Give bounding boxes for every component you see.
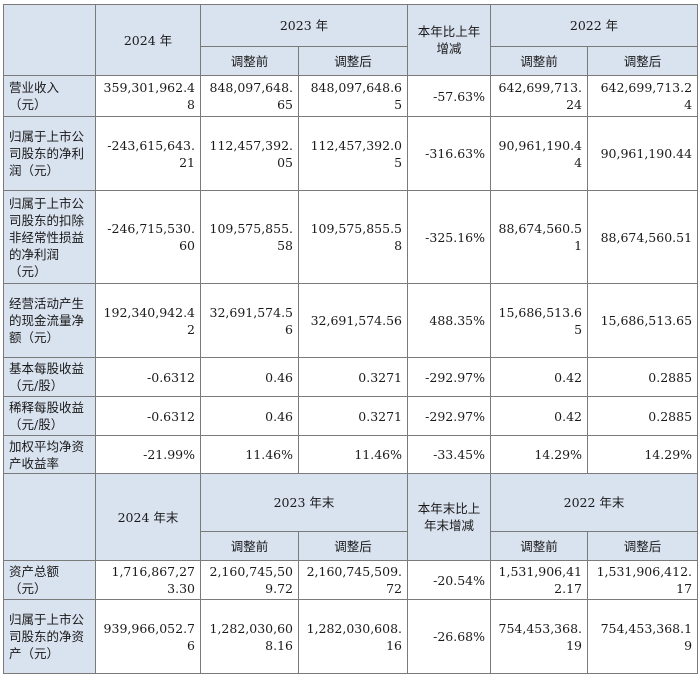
cell-change: -325.16% bbox=[407, 190, 492, 284]
table-row: 归属于上市公司股东的净资产（元） 939,966,052.76 1,282,03… bbox=[3, 599, 699, 674]
cell-2023-before: 32,691,574.56 bbox=[200, 283, 299, 358]
cell-2023-before: 11.46% bbox=[200, 435, 299, 474]
table-row: 资产总额（元） 1,716,867,273.30 2,160,745,509.7… bbox=[3, 560, 699, 600]
table-row: 归属于上市公司股东的扣除非经常性损益的净利润（元） -246,715,530.6… bbox=[3, 190, 699, 284]
cell-2022-before: 1,531,906,412.17 bbox=[490, 560, 589, 600]
cell-2022-after: 754,453,368.19 bbox=[587, 599, 699, 674]
cell-2024: -243,615,643.21 bbox=[95, 116, 201, 191]
row-label: 归属于上市公司股东的扣除非经常性损益的净利润（元） bbox=[3, 190, 96, 284]
row-label: 资产总额（元） bbox=[3, 560, 96, 600]
cell-2024: -0.6312 bbox=[95, 396, 201, 436]
header-change: 本年比上年增减 bbox=[407, 4, 492, 76]
header-2023-after: 调整后 bbox=[297, 46, 409, 76]
cell-2023-before: 109,575,855.58 bbox=[200, 190, 299, 284]
cell-2022-before: 754,453,368.19 bbox=[490, 599, 589, 674]
header-blank bbox=[3, 473, 96, 561]
cell-change: 488.35% bbox=[407, 283, 492, 358]
header2-row-sub: 调整前 调整后 调整前 调整后 bbox=[4, 531, 699, 561]
row-label: 稀释每股收益（元/股） bbox=[3, 396, 96, 436]
financial-data-table: 2024 年 2023 年 本年比上年增减 2022 年 调整前 调整后 调整前… bbox=[3, 4, 699, 674]
header-2022-before: 调整前 bbox=[490, 531, 589, 561]
header-2022-after: 调整后 bbox=[587, 531, 699, 561]
cell-2024: 192,340,942.42 bbox=[95, 283, 201, 358]
cell-change: -292.97% bbox=[407, 357, 492, 397]
header-2023-after: 调整后 bbox=[297, 531, 409, 561]
cell-2023-before: 112,457,392.05 bbox=[200, 116, 299, 191]
cell-change: -20.54% bbox=[407, 560, 492, 600]
cell-2023-after: 2,160,745,509.72 bbox=[297, 560, 409, 600]
header1-row-top: 2024 年 2023 年 本年比上年增减 2022 年 bbox=[3, 4, 699, 76]
header-2023-end: 2023 年末 bbox=[199, 473, 409, 532]
cell-2024: -21.99% bbox=[95, 435, 201, 474]
header-2022-before: 调整前 bbox=[490, 46, 589, 76]
header-blank bbox=[3, 4, 96, 76]
cell-2023-before: 0.46 bbox=[200, 357, 299, 397]
row-label: 营业收入（元） bbox=[3, 75, 96, 117]
cell-2023-before: 848,097,648.65 bbox=[200, 75, 299, 117]
row-label: 经营活动产生的现金流量净额（元） bbox=[3, 283, 96, 358]
cell-2023-after: 11.46% bbox=[297, 435, 409, 474]
table-row: 营业收入（元） 359,301,962.48 848,097,648.65 84… bbox=[3, 75, 699, 117]
header2-row-top: 2024 年末 2023 年末 本年末比上年末增减 2022 年末 bbox=[3, 473, 699, 561]
cell-2022-after: 14.29% bbox=[587, 435, 699, 474]
table-row: 基本每股收益（元/股） -0.6312 0.46 0.3271 -292.97%… bbox=[3, 357, 699, 397]
table-row: 加权平均净资产收益率 -21.99% 11.46% 11.46% -33.45%… bbox=[3, 435, 699, 474]
header-2023-before: 调整前 bbox=[200, 46, 299, 76]
cell-2023-before: 0.46 bbox=[200, 396, 299, 436]
header-change-end: 本年末比上年末增减 bbox=[407, 473, 492, 561]
cell-2022-after: 642,699,713.24 bbox=[587, 75, 699, 117]
cell-change: -316.63% bbox=[407, 116, 492, 191]
cell-2022-before: 15,686,513.65 bbox=[490, 283, 589, 358]
header-2022: 2022 年 bbox=[490, 4, 699, 47]
cell-2023-before: 2,160,745,509.72 bbox=[200, 560, 299, 600]
cell-2022-before: 642,699,713.24 bbox=[490, 75, 589, 117]
cell-2022-after: 15,686,513.65 bbox=[587, 283, 699, 358]
cell-2023-after: 0.3271 bbox=[297, 396, 409, 436]
cell-2022-after: 0.2885 bbox=[587, 396, 699, 436]
cell-2024: -246,715,530.60 bbox=[95, 190, 201, 284]
row-label: 加权平均净资产收益率 bbox=[3, 435, 96, 474]
cell-2024: 359,301,962.48 bbox=[95, 75, 201, 117]
table-row: 经营活动产生的现金流量净额（元） 192,340,942.42 32,691,5… bbox=[3, 283, 699, 358]
cell-2022-before: 90,961,190.44 bbox=[490, 116, 589, 191]
row-label: 归属于上市公司股东的净利润（元） bbox=[3, 116, 96, 191]
cell-2022-after: 1,531,906,412.17 bbox=[587, 560, 699, 600]
row-label: 基本每股收益（元/股） bbox=[3, 357, 96, 397]
cell-2023-before: 1,282,030,608.16 bbox=[200, 599, 299, 674]
cell-2022-before: 88,674,560.51 bbox=[490, 190, 589, 284]
header-2022-end: 2022 年末 bbox=[490, 473, 699, 532]
header1-row-sub: 调整前 调整后 调整前 调整后 bbox=[4, 46, 699, 76]
cell-2023-after: 109,575,855.58 bbox=[297, 190, 409, 284]
cell-change: -292.97% bbox=[407, 396, 492, 436]
cell-2022-after: 0.2885 bbox=[587, 357, 699, 397]
row-label: 归属于上市公司股东的净资产（元） bbox=[3, 599, 96, 674]
cell-2023-after: 0.3271 bbox=[297, 357, 409, 397]
cell-2022-after: 90,961,190.44 bbox=[587, 116, 699, 191]
cell-change: -33.45% bbox=[407, 435, 492, 474]
cell-2022-before: 0.42 bbox=[490, 396, 589, 436]
cell-2022-before: 0.42 bbox=[490, 357, 589, 397]
table-row: 稀释每股收益（元/股） -0.6312 0.46 0.3271 -292.97%… bbox=[3, 396, 699, 436]
table-row: 归属于上市公司股东的净利润（元） -243,615,643.21 112,457… bbox=[3, 116, 699, 191]
header-2023: 2023 年 bbox=[199, 4, 409, 47]
cell-2023-after: 32,691,574.56 bbox=[297, 283, 409, 358]
header-2023-before: 调整前 bbox=[200, 531, 299, 561]
cell-2022-after: 88,674,560.51 bbox=[587, 190, 699, 284]
header-2024-end: 2024 年末 bbox=[95, 473, 201, 561]
cell-2024: 939,966,052.76 bbox=[95, 599, 201, 674]
cell-change: -57.63% bbox=[407, 75, 492, 117]
cell-2024: -0.6312 bbox=[95, 357, 201, 397]
header-2024: 2024 年 bbox=[95, 4, 201, 76]
cell-2022-before: 14.29% bbox=[490, 435, 589, 474]
cell-2023-after: 1,282,030,608.16 bbox=[297, 599, 409, 674]
cell-2023-after: 848,097,648.65 bbox=[297, 75, 409, 117]
header-2022-after: 调整后 bbox=[587, 46, 699, 76]
cell-change: -26.68% bbox=[407, 599, 492, 674]
cell-2023-after: 112,457,392.05 bbox=[297, 116, 409, 191]
cell-2024: 1,716,867,273.30 bbox=[95, 560, 201, 600]
